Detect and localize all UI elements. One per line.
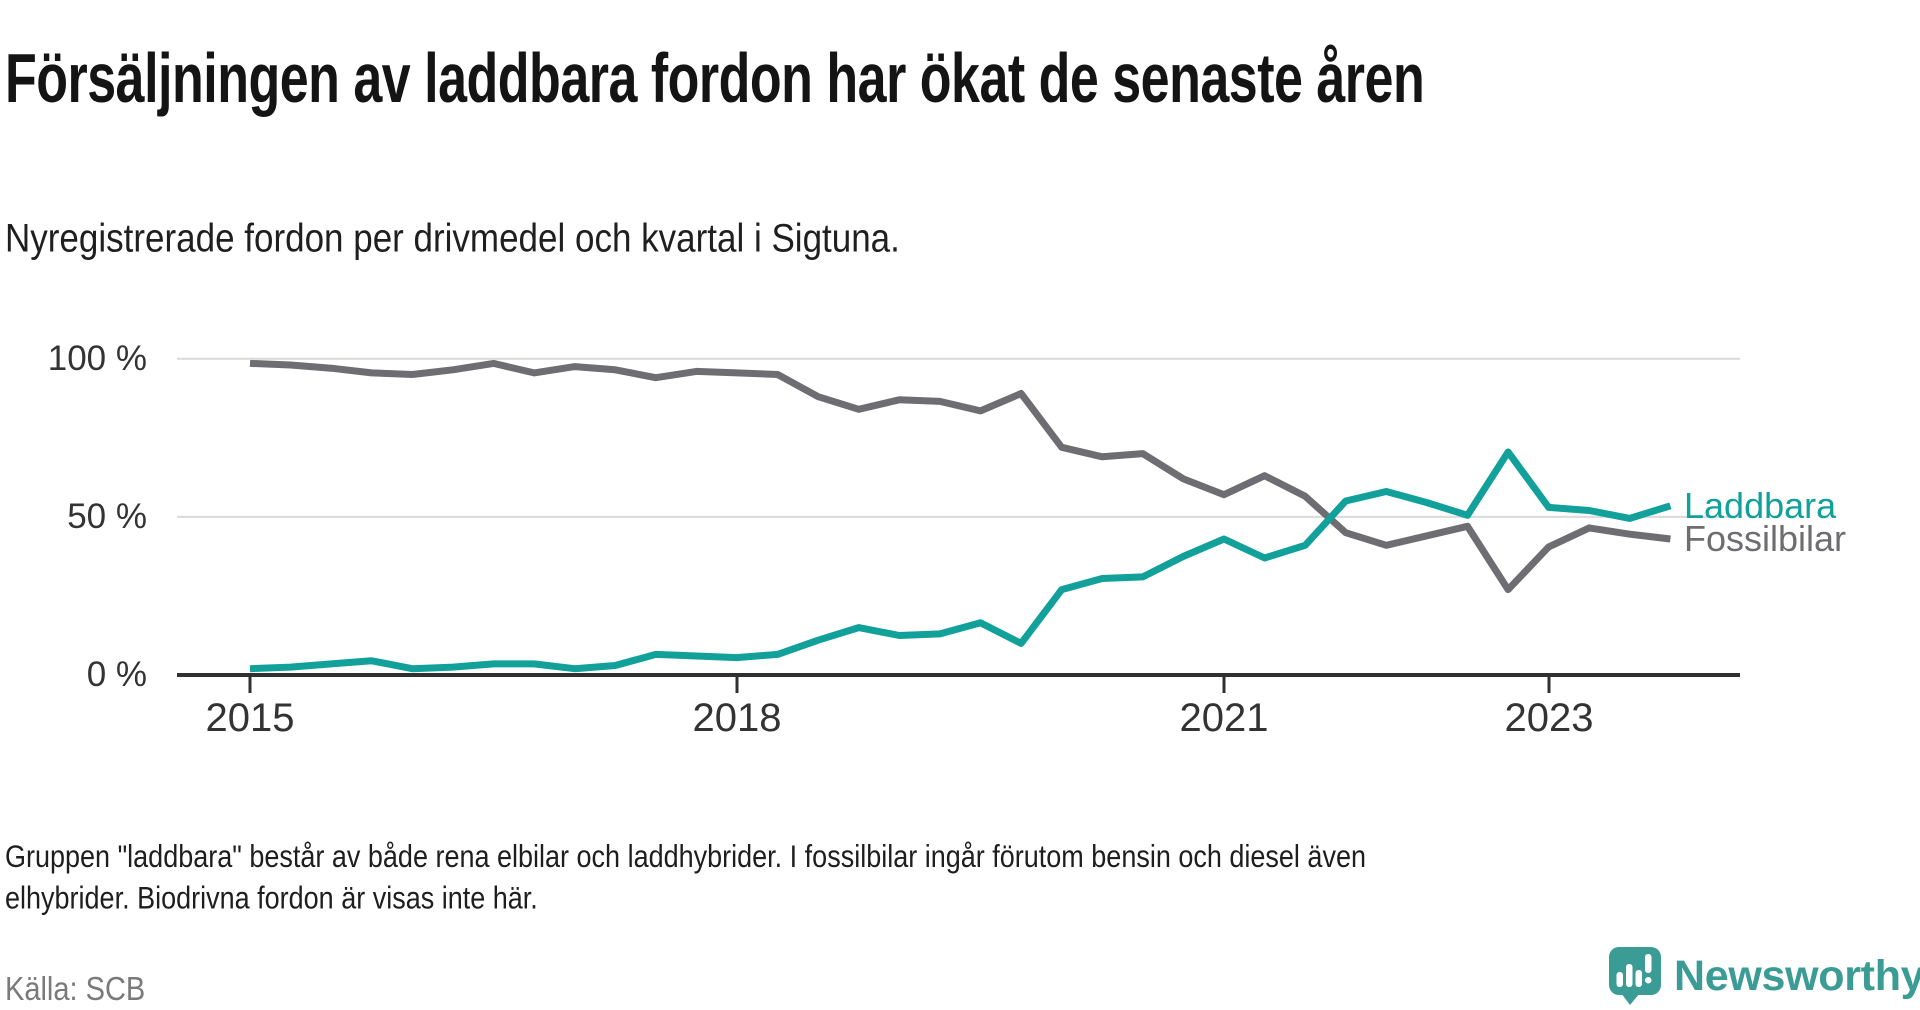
newsworthy-logo-text: Newsworthy — [1674, 952, 1920, 1000]
newsworthy-logo-icon — [1609, 947, 1661, 1005]
laddbara-line — [249, 448, 1672, 673]
x-tick-label-2018: 2018 — [692, 696, 782, 740]
chart-footnote: Gruppen "laddbara" består av både rena e… — [5, 836, 1545, 919]
series-label-laddbara: Laddbara — [1684, 485, 1837, 526]
y-tick-label-0: 0 % — [86, 655, 147, 694]
x-tick-label-2021: 2021 — [1179, 696, 1269, 740]
chart-subtitle: Nyregistrerade fordon per drivmedel och … — [5, 215, 900, 261]
fossilbilar-line — [249, 359, 1671, 594]
series-lines — [249, 359, 1672, 673]
footnote-line-1: Gruppen "laddbara" består av både rena e… — [5, 839, 1366, 874]
footnote-line-2: elhybrider. Biodrivna fordon är visas in… — [5, 880, 538, 916]
y-tick-label-50: 50 % — [67, 497, 147, 536]
x-tick-label-2023: 2023 — [1504, 696, 1594, 740]
x-tick-label-2015: 2015 — [205, 696, 295, 740]
page-title: Försäljningen av laddbara fordon har öka… — [5, 40, 1425, 118]
source-note: Källa: SCB — [5, 971, 146, 1008]
series-label-fossilbilar: Fossilbilar — [1684, 518, 1847, 559]
y-tick-label-100: 100 % — [47, 339, 147, 378]
